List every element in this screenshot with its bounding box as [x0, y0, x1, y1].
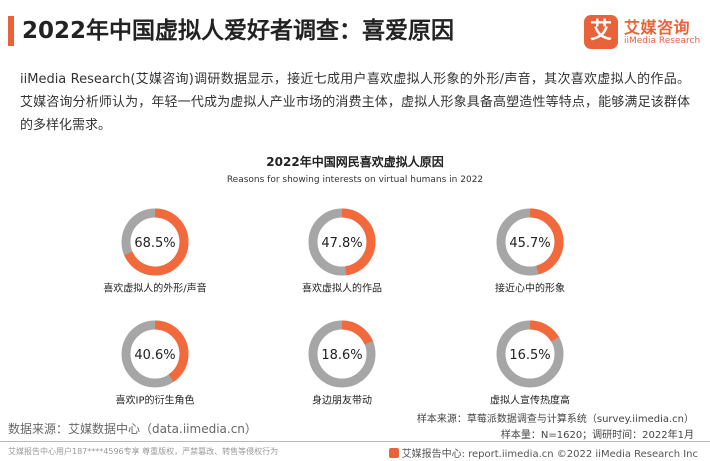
copyright-notice: 艾媒报告中心用户187****4596专享 尊重版权，严禁篡改、转售等侵权行为: [8, 447, 279, 456]
donut-value-label: 18.6%: [321, 348, 362, 363]
sample-info: 样本量：N=1620；调研时间：2022年1月: [500, 430, 694, 441]
footer-divider: [0, 441, 710, 442]
logo-icon: 艾: [584, 15, 618, 49]
donut-value-label: 68.5%: [134, 236, 175, 251]
donut-category-label: 接近心中的形象: [495, 282, 565, 295]
logo-name-cn: 艾媒咨询: [624, 18, 691, 37]
iimedia-logo: 艾 艾媒咨询 iiMedia Research: [584, 14, 702, 52]
donut-value-arc: [121, 320, 189, 388]
donut-value-label: 40.6%: [134, 348, 175, 363]
report-site: 艾媒报告中心: report.iimedia.cn ©2022 iiMedia …: [388, 445, 698, 460]
donut-category-label: 虚拟人宣传热度高: [490, 394, 570, 407]
donut-item: 45.7% 接近心中的形象: [495, 208, 565, 295]
donut-value-arc: [308, 208, 376, 276]
donut-category-label: 喜欢虚拟人的作品: [302, 282, 382, 295]
donut-track: [121, 320, 189, 388]
donut-track: [496, 208, 564, 276]
donut-track: [308, 208, 376, 276]
title-accent-bar: [8, 16, 14, 46]
donut-category-label: 喜欢虚拟人的外形/声音: [103, 282, 206, 295]
donut-track: [308, 320, 376, 388]
data-source: 数据来源：艾媒数据中心（data.iimedia.cn）: [8, 422, 257, 436]
donut-value-label: 45.7%: [509, 236, 550, 251]
donut-category-label: 喜欢IP的衍生角色: [116, 394, 195, 407]
donut-item: 18.6% 身边朋友带动: [308, 320, 376, 407]
donut-category-label: 身边朋友带动: [312, 394, 372, 407]
donut-item: 47.8% 喜欢虚拟人的作品: [302, 208, 382, 295]
donut-value-arc: [496, 320, 564, 388]
report-site-text: 艾媒报告中心: report.iimedia.cn ©2022 iiMedia …: [401, 449, 698, 460]
donut-item: 40.6% 喜欢IP的衍生角色: [116, 320, 195, 407]
intro-paragraph: iiMedia Research(艾媒咨询)调研数据显示，接近七成用户喜欢虚拟人…: [20, 72, 690, 133]
page-title: 2022年中国虚拟人爱好者调查：喜爱原因: [22, 18, 455, 44]
donut-item: 16.5% 虚拟人宣传热度高: [490, 320, 570, 407]
donut-track: [121, 208, 189, 276]
donut-value-arc: [121, 208, 189, 276]
donut-value-arc: [496, 208, 564, 276]
report-site-icon: [388, 448, 399, 458]
donut-value-arc: [308, 320, 376, 388]
chart-subtitle: Reasons for showing interests on virtual…: [226, 175, 484, 185]
donut-item: 68.5% 喜欢虚拟人的外形/声音: [103, 208, 207, 295]
donut-track: [496, 320, 564, 388]
donut-value-label: 16.5%: [509, 348, 550, 363]
sample-source: 样本来源：草莓派数据调查与计算系统（survey.iimedia.cn）: [416, 414, 694, 425]
donut-value-label: 47.8%: [321, 236, 362, 251]
chart-title: 2022年中国网民喜欢虚拟人原因: [266, 155, 444, 169]
logo-name-en: iiMedia Research: [624, 36, 701, 46]
